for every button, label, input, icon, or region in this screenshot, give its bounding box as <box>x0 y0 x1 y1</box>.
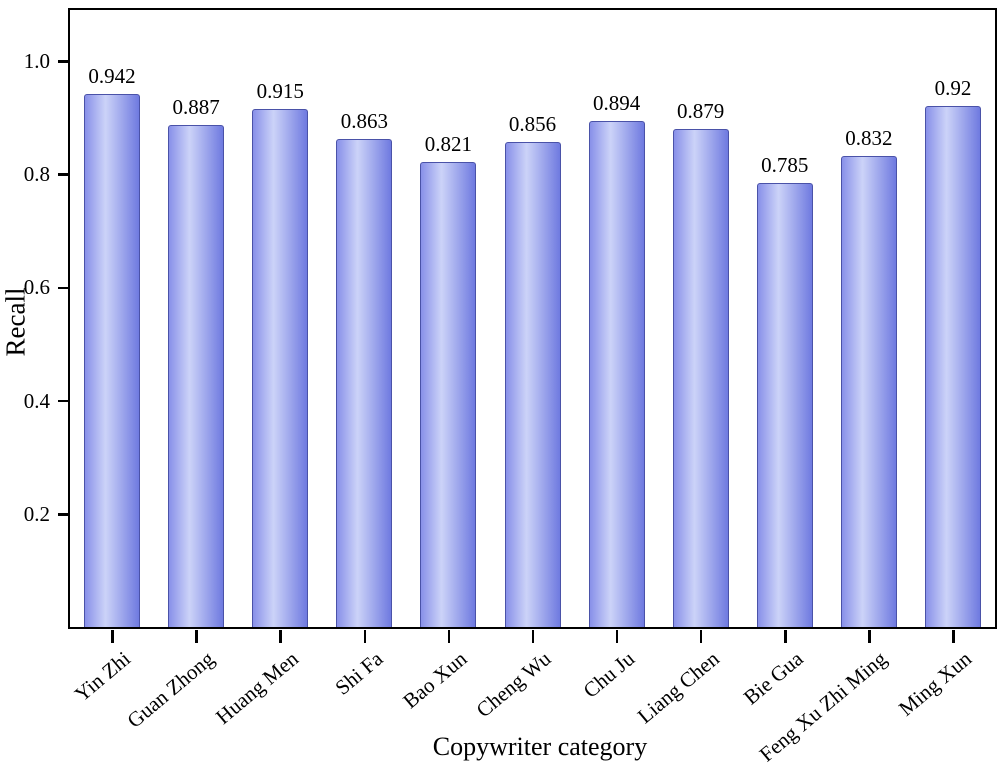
x-tick-mark-bao-xun <box>447 630 451 643</box>
x-tick-mark-bie-gua <box>784 630 787 643</box>
y-tick-label-0.4: 0.4 <box>23 388 50 413</box>
bar-value-label-guan-zhong: 0.887 <box>172 94 220 119</box>
y-tick-label-0.8: 0.8 <box>23 162 50 187</box>
bar-liang-chen <box>672 129 729 627</box>
x-tick-mark-yin-zhi <box>111 630 114 643</box>
y-tick-mark-1.0 <box>58 60 68 63</box>
plot-area: 0.942 0.887 0.915 0.863 0.821 0.856 0.894 0.879… <box>68 8 997 629</box>
x-category-label-chu-ju: Chu Ju <box>578 646 640 703</box>
bar-shi-fa <box>336 138 393 627</box>
x-tick-mark-liang-chen <box>699 630 703 643</box>
bar-guan-zhong <box>168 124 225 627</box>
bar-value-label-cheng-wu: 0.856 <box>508 112 557 137</box>
x-axis-title: Copywriter category <box>432 732 648 761</box>
y-tick-label-1.0: 1.0 <box>23 48 50 73</box>
x-category-label-bao-xun: Bao Xun <box>397 646 472 714</box>
bar-value-label-bie-gua: 0.785 <box>761 152 809 177</box>
x-tick-mark-chu-ju <box>615 630 619 643</box>
x-category-label-bie-gua: Bie Gua <box>738 646 808 710</box>
x-category-label-shi-fa: Shi Fa <box>329 646 387 700</box>
bar-value-label-huang-men: 0.915 <box>256 79 304 104</box>
bar-chu-ju <box>588 120 645 627</box>
x-category-label-liang-chen: Liang Chen <box>632 646 724 729</box>
x-tick-mark-guan-zhong <box>195 630 198 643</box>
bar-feng-xu-zhi-ming <box>840 156 897 627</box>
x-category-label-huang-men: Huang Men <box>211 646 303 729</box>
bar-ming-xun <box>924 106 981 627</box>
y-tick-label-0.6: 0.6 <box>23 275 50 300</box>
bar-value-label-bao-xun: 0.821 <box>424 132 473 157</box>
bar-value-label-ming-xun: 0.92 <box>934 76 972 101</box>
bar-value-label-feng-xu-zhi-ming: 0.832 <box>845 126 893 151</box>
x-tick-mark-ming-xun <box>952 630 955 643</box>
bar-value-label-chu-ju: 0.894 <box>592 90 641 115</box>
x-tick-mark-feng-xu-zhi-ming <box>868 630 871 643</box>
bar-cheng-wu <box>504 142 561 627</box>
x-tick-mark-shi-fa <box>363 630 367 643</box>
y-tick-mark-0.2 <box>58 513 68 516</box>
y-tick-mark-0.4 <box>58 399 68 403</box>
bar-bao-xun <box>420 162 477 627</box>
bar-value-label-shi-fa: 0.863 <box>340 108 388 133</box>
bar-value-label-liang-chen: 0.879 <box>677 99 725 124</box>
x-category-label-guan-zhong: Guan Zhong <box>122 646 219 733</box>
y-tick-mark-0.6 <box>58 286 68 290</box>
bar-value-label-yin-zhi: 0.942 <box>88 63 136 88</box>
x-category-label-ming-xun: Ming Xun <box>893 646 976 721</box>
y-tick-mark-0.8 <box>58 173 68 176</box>
bar-bie-gua <box>756 182 813 627</box>
bar-huang-men <box>252 109 309 627</box>
x-tick-mark-huang-men <box>279 630 282 643</box>
x-tick-mark-cheng-wu <box>531 630 535 643</box>
y-tick-label-0.2: 0.2 <box>23 501 50 526</box>
x-category-label-yin-zhi: Yin Zhi <box>69 646 135 707</box>
x-category-label-cheng-wu: Cheng Wu <box>471 646 556 723</box>
bar-yin-zhi <box>84 93 141 627</box>
